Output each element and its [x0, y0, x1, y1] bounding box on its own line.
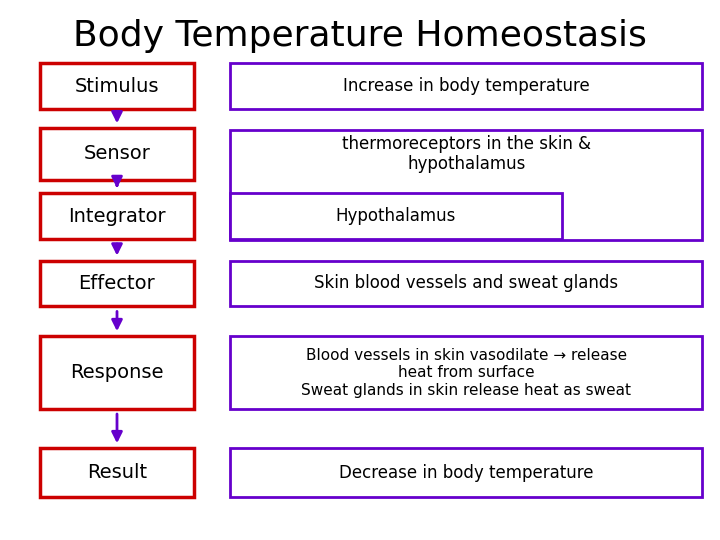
Text: Blood vessels in skin vasodilate → release
heat from surface
Sweat glands in ski: Blood vessels in skin vasodilate → relea… [301, 348, 631, 397]
FancyBboxPatch shape [230, 193, 562, 239]
FancyBboxPatch shape [40, 261, 194, 306]
FancyBboxPatch shape [40, 193, 194, 239]
Text: Integrator: Integrator [68, 206, 166, 226]
FancyBboxPatch shape [40, 64, 194, 109]
Text: Sensor: Sensor [84, 144, 150, 164]
Text: Skin blood vessels and sweat glands: Skin blood vessels and sweat glands [314, 274, 618, 293]
FancyBboxPatch shape [230, 130, 702, 240]
FancyBboxPatch shape [230, 64, 702, 109]
Text: Response: Response [71, 363, 163, 382]
FancyBboxPatch shape [230, 261, 702, 306]
FancyBboxPatch shape [230, 448, 702, 497]
FancyBboxPatch shape [40, 448, 194, 497]
FancyBboxPatch shape [40, 128, 194, 179]
Text: Body Temperature Homeostasis: Body Temperature Homeostasis [73, 19, 647, 53]
Text: Result: Result [87, 463, 147, 482]
Text: Increase in body temperature: Increase in body temperature [343, 77, 590, 96]
Text: Hypothalamus: Hypothalamus [336, 207, 456, 225]
Text: Stimulus: Stimulus [75, 77, 159, 96]
FancyBboxPatch shape [40, 336, 194, 409]
Text: Effector: Effector [78, 274, 156, 293]
Text: Decrease in body temperature: Decrease in body temperature [339, 463, 593, 482]
FancyBboxPatch shape [230, 336, 702, 409]
Text: thermoreceptors in the skin &
hypothalamus: thermoreceptors in the skin & hypothalam… [342, 134, 590, 173]
